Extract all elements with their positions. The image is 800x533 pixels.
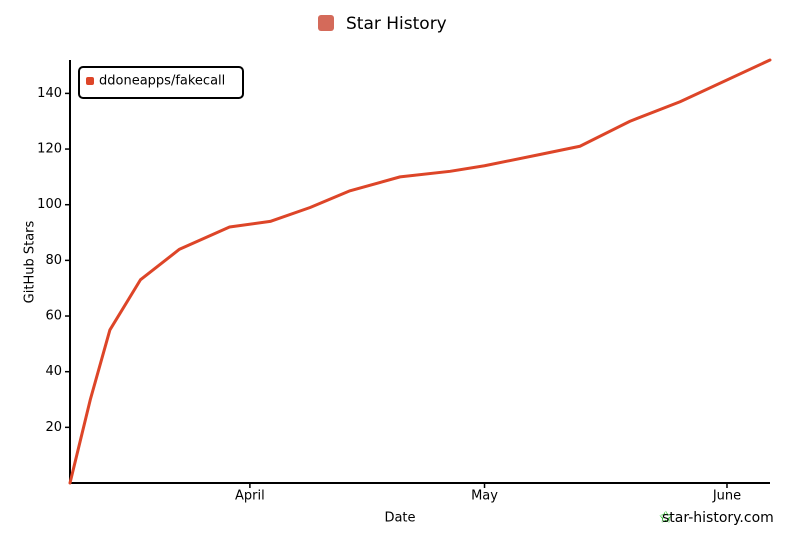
y-tick-label: 120 bbox=[37, 142, 62, 157]
x-axis-label: Date bbox=[384, 511, 415, 526]
y-tick-label: 20 bbox=[45, 420, 62, 435]
y-axis-label: GitHub Stars bbox=[23, 220, 38, 303]
series-line bbox=[68, 58, 772, 485]
y-tick-label: 100 bbox=[37, 197, 62, 212]
x-tick-label: June bbox=[712, 489, 741, 504]
y-tick-label: 140 bbox=[37, 86, 62, 101]
watermark-icon: ✩ bbox=[659, 508, 673, 527]
x-tick-label: May bbox=[471, 489, 498, 504]
legend-box bbox=[78, 66, 244, 99]
chart-title: Star History bbox=[346, 14, 447, 34]
y-tick-label: 40 bbox=[45, 364, 62, 379]
watermark: star-history.com bbox=[662, 510, 774, 526]
logo bbox=[318, 15, 334, 31]
legend-label: ddoneapps/fakecall bbox=[99, 74, 225, 89]
y-tick-label: 80 bbox=[45, 253, 62, 268]
x-tick-label: April bbox=[235, 489, 265, 504]
y-tick-label: 60 bbox=[45, 309, 62, 324]
legend-swatch bbox=[86, 77, 94, 85]
